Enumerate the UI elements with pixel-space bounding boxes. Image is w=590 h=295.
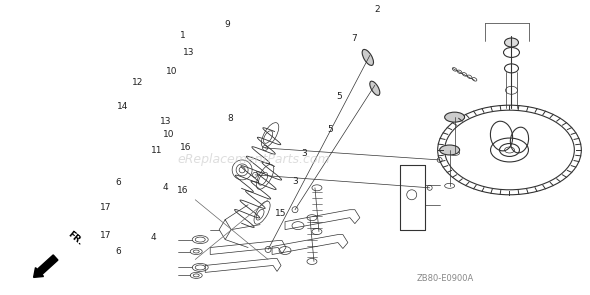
Ellipse shape	[370, 81, 380, 95]
Text: 3: 3	[301, 149, 307, 158]
Text: ZB80-E0900A: ZB80-E0900A	[417, 274, 474, 283]
Text: FR.: FR.	[65, 230, 84, 248]
Text: 15: 15	[274, 209, 286, 218]
Text: 14: 14	[117, 102, 129, 112]
Text: 16: 16	[178, 186, 189, 195]
Text: 1: 1	[181, 32, 186, 40]
Ellipse shape	[504, 38, 519, 47]
Text: 6: 6	[116, 247, 122, 256]
Text: 4: 4	[151, 232, 156, 242]
Text: 8: 8	[227, 114, 233, 123]
Text: 4: 4	[163, 183, 168, 192]
Text: 16: 16	[181, 143, 192, 152]
Text: 13: 13	[160, 117, 171, 126]
Text: 11: 11	[151, 146, 162, 155]
Text: eReplacementParts.com: eReplacementParts.com	[178, 153, 330, 166]
Text: 9: 9	[224, 20, 230, 29]
Text: 5: 5	[336, 92, 342, 101]
Text: 17: 17	[100, 231, 112, 240]
Text: 3: 3	[292, 177, 298, 186]
Ellipse shape	[445, 112, 464, 122]
Text: 10: 10	[163, 130, 174, 139]
Text: 6: 6	[116, 178, 122, 187]
Ellipse shape	[440, 145, 460, 155]
FancyArrow shape	[34, 255, 58, 277]
Text: 2: 2	[375, 5, 380, 14]
Text: 10: 10	[166, 67, 177, 76]
Text: 17: 17	[100, 203, 112, 212]
Text: 7: 7	[351, 34, 357, 43]
Text: 12: 12	[132, 78, 143, 87]
Text: 13: 13	[183, 47, 195, 57]
Text: 5: 5	[327, 125, 333, 135]
Ellipse shape	[362, 50, 373, 65]
